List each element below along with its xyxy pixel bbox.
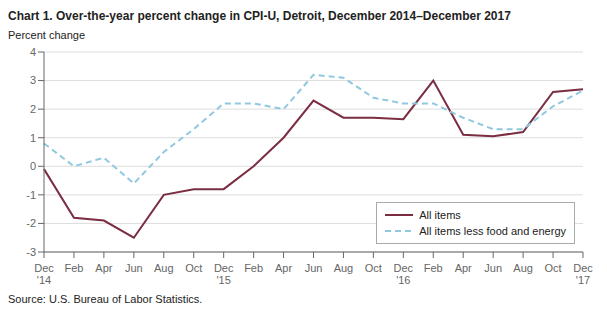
svg-text:-2: -2 (26, 217, 36, 229)
svg-text:Dec'16: Dec'16 (394, 262, 414, 286)
svg-text:Dec'15: Dec'15 (214, 262, 234, 286)
svg-text:Feb: Feb (64, 262, 83, 274)
svg-text:Apr: Apr (455, 262, 472, 274)
svg-text:-3: -3 (26, 246, 36, 258)
svg-text:3: 3 (30, 74, 36, 86)
svg-text:4: 4 (30, 46, 36, 58)
svg-text:Jun: Jun (484, 262, 502, 274)
svg-text:Jun: Jun (125, 262, 143, 274)
svg-text:1: 1 (30, 132, 36, 144)
svg-text:-1: -1 (26, 189, 36, 201)
svg-text:Oct: Oct (365, 262, 382, 274)
svg-text:Dec'17: Dec'17 (573, 262, 593, 286)
html-text:All items: All items (419, 209, 461, 221)
svg-text:Oct: Oct (544, 262, 561, 274)
svg-text:Oct: Oct (185, 262, 202, 274)
svg-text:Feb: Feb (424, 262, 443, 274)
html-text:All items less food and energy: All items less food and energy (419, 225, 566, 237)
svg-text:Apr: Apr (95, 262, 112, 274)
svg-text:Apr: Apr (275, 262, 292, 274)
svg-text:Jun: Jun (305, 262, 323, 274)
svg-text:Feb: Feb (244, 262, 263, 274)
html-text:Percent change: Percent change (8, 29, 86, 41)
svg-text:Dec'14: Dec'14 (34, 262, 54, 286)
svg-text:Aug: Aug (154, 262, 174, 274)
svg-text:Aug: Aug (334, 262, 354, 274)
svg-text:Aug: Aug (513, 262, 533, 274)
html-text:Source: U.S. Bureau of Labor S: Source: U.S. Bureau of Labor Statistics. (8, 293, 203, 305)
svg-text:2: 2 (30, 103, 36, 115)
svg-text:0: 0 (30, 160, 36, 172)
html-text:Chart 1. Over-the-year percent: Chart 1. Over-the-year percent change in… (8, 9, 511, 23)
